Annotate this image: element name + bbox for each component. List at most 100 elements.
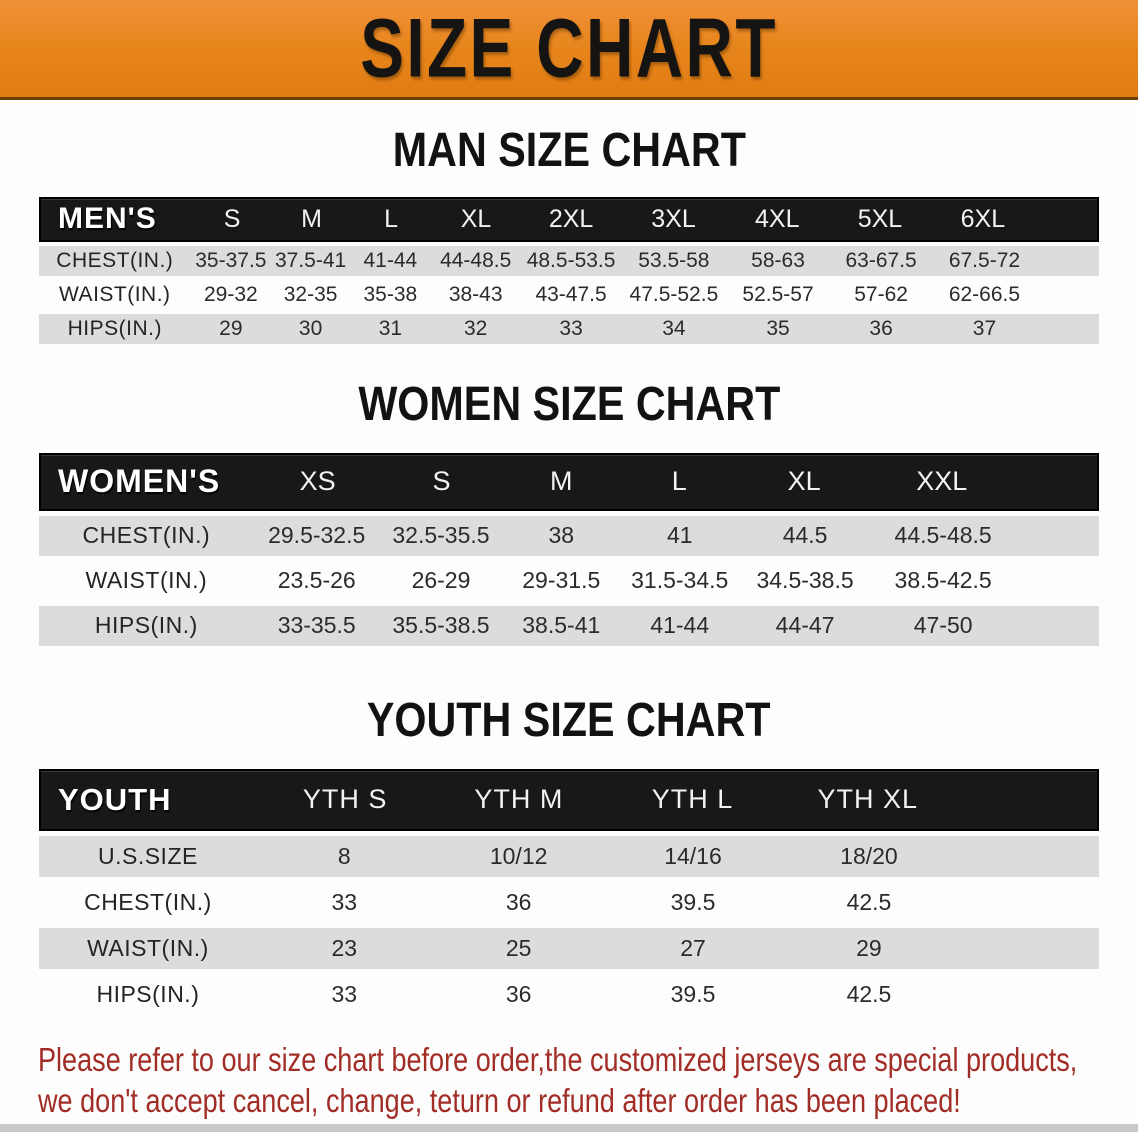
youth-size-title: YOUTH SIZE CHART — [0, 693, 1138, 747]
table-row: HIPS(IN.) 33-35.5 35.5-38.5 38.5-41 41-44 44-… — [39, 605, 1099, 646]
measurement-value: 33-35.5 — [277, 612, 356, 639]
measurement-value: 36 — [505, 980, 532, 1007]
table-row: HIPS(IN.) 33 36 39.5 42.5 — [39, 973, 1099, 1015]
measurement-value: 47-50 — [913, 612, 973, 639]
table-header-label: YOUTH — [58, 781, 172, 817]
row-label: HIPS(IN.) — [94, 612, 198, 639]
measurement-value: 35-38 — [363, 282, 418, 306]
measurement-value: 38.5-41 — [522, 612, 601, 639]
size-column-header: YTH L — [651, 784, 734, 815]
policy-line-2: we don't accept cancel, change, teturn o… — [38, 1082, 961, 1120]
size-column-header: 5XL — [857, 204, 903, 233]
section-title-text: MAN SIZE CHART — [392, 124, 746, 177]
table-header-label: WOMEN'S — [58, 463, 221, 500]
measurement-value: 29-32 — [203, 282, 258, 306]
measurement-value: 32 — [464, 316, 488, 340]
measurement-value: 32-35 — [283, 282, 338, 306]
measurement-value: 30 — [298, 316, 323, 340]
size-column-header: YTH XL — [817, 784, 919, 815]
row-label: HIPS(IN.) — [96, 980, 200, 1007]
size-column-header: XL — [460, 204, 492, 233]
size-chart-banner: SIZE CHART — [0, 0, 1138, 100]
measurement-value: 38.5-42.5 — [894, 567, 992, 594]
measurement-value: 18/20 — [840, 842, 898, 869]
size-column-header: M — [301, 204, 322, 233]
measurement-value: 34.5-38.5 — [756, 567, 854, 594]
size-column-header: 2XL — [548, 204, 594, 233]
measurement-value: 39.5 — [670, 980, 716, 1007]
measurement-value: 38-43 — [448, 282, 503, 306]
table-row: WAIST(IN.) 29-32 32-35 35-38 38-43 43-47.5 47.… — [39, 279, 1099, 310]
row-label: WAIST(IN.) — [85, 567, 208, 594]
charts-area: MAN SIZE CHART MEN'S S M L XL 2XL 3XL 4XL 5XL 6XL… — [0, 124, 1138, 1015]
table-header-row: MEN'S S M L XL 2XL 3XL 4XL 5XL 6XL — [39, 196, 1099, 242]
table-row: WAIST(IN.) 23 25 27 29 — [39, 927, 1099, 969]
man-size-table: MEN'S S M L XL 2XL 3XL 4XL 5XL 6XL CHEST(IN.) 35-37… — [39, 196, 1099, 344]
size-column-header: 6XL — [960, 204, 1006, 233]
measurement-value: 38 — [548, 522, 575, 549]
table-header-label: MEN'S — [58, 202, 157, 236]
man-size-section: MAN SIZE CHART MEN'S S M L XL 2XL 3XL 4XL 5XL 6XL… — [0, 124, 1138, 344]
table-row: HIPS(IN.) 29 30 31 32 33 34 35 36 37 — [39, 313, 1099, 344]
measurement-value: 35 — [766, 316, 790, 340]
measurement-value: 43-47.5 — [535, 282, 607, 306]
measurement-value: 63-67.5 — [845, 248, 917, 272]
women-size-title: WOMEN SIZE CHART — [0, 377, 1138, 431]
measurement-value: 8 — [337, 842, 351, 869]
measurement-value: 29 — [856, 934, 882, 961]
measurement-value: 41-44 — [363, 248, 418, 272]
measurement-value: 29-31.5 — [522, 567, 601, 594]
measurement-value: 35.5-38.5 — [392, 612, 490, 639]
measurement-value: 23 — [331, 934, 358, 961]
measurement-value: 58-63 — [751, 248, 805, 272]
measurement-value: 39.5 — [670, 888, 716, 915]
measurement-value: 44.5 — [782, 522, 828, 549]
women-size-table: WOMEN'S XS S M L XL XXL CHEST(IN.) 29.5-32.5 32.5… — [39, 452, 1099, 646]
bottom-edge-strip — [0, 1124, 1138, 1132]
measurement-value: 53.5-58 — [638, 248, 710, 272]
women-size-section: WOMEN SIZE CHART WOMEN'S XS S M L XL XXL CHEST(… — [0, 377, 1138, 646]
measurement-value: 48.5-53.5 — [526, 248, 616, 272]
measurement-value: 44-48.5 — [440, 248, 512, 272]
table-row: WAIST(IN.) 23.5-26 26-29 29-31.5 31.5-34.5 34… — [39, 560, 1099, 601]
measurement-value: 47.5-52.5 — [629, 282, 719, 306]
measurement-value: 42.5 — [846, 980, 892, 1007]
size-column-header: 3XL — [651, 204, 696, 233]
order-policy-note: Please refer to our size chart before or… — [38, 1039, 1138, 1122]
size-column-header: S — [432, 466, 451, 497]
measurement-value: 57-62 — [854, 282, 908, 306]
measurement-value: 26-29 — [411, 567, 471, 594]
measurement-value: 36 — [505, 888, 532, 915]
size-column-header: L — [384, 204, 398, 233]
section-title-text: WOMEN SIZE CHART — [358, 377, 780, 431]
row-label: CHEST(IN.) — [84, 888, 212, 915]
measurement-value: 27 — [680, 934, 706, 961]
policy-line-1: Please refer to our size chart before or… — [38, 1040, 1078, 1078]
row-label: WAIST(IN.) — [87, 934, 209, 961]
table-row: U.S.SIZE 8 10/12 14/16 18/20 — [39, 835, 1099, 877]
size-column-header: YTH S — [302, 784, 388, 815]
measurement-value: 29.5-32.5 — [268, 522, 366, 549]
measurement-value: 14/16 — [664, 842, 722, 869]
banner-title: SIZE CHART — [360, 1, 778, 95]
measurement-value: 37.5-41 — [274, 248, 347, 272]
size-column-header: YTH M — [474, 784, 564, 815]
measurement-value: 34 — [662, 316, 686, 340]
measurement-value: 44-47 — [775, 612, 835, 639]
row-label: HIPS(IN.) — [67, 316, 162, 340]
size-column-header: 4XL — [755, 204, 800, 233]
table-header-row: WOMEN'S XS S M L XL XXL — [39, 452, 1099, 511]
youth-size-table: YOUTH YTH S YTH M YTH L YTH XL U.S.SIZE 8 10/12… — [39, 768, 1099, 1015]
measurement-value: 44.5-48.5 — [894, 522, 992, 549]
row-label: CHEST(IN.) — [56, 248, 174, 272]
measurement-value: 36 — [869, 316, 893, 340]
table-row: CHEST(IN.) 29.5-32.5 32.5-35.5 38 41 44.5 44.5… — [39, 515, 1099, 556]
size-column-header: XS — [299, 466, 336, 497]
measurement-value: 35-37.5 — [195, 248, 267, 272]
row-label: U.S.SIZE — [97, 842, 198, 869]
measurement-value: 62-66.5 — [948, 282, 1021, 306]
row-label: CHEST(IN.) — [82, 522, 211, 549]
size-column-header: L — [671, 466, 687, 497]
section-title-text: YOUTH SIZE CHART — [367, 693, 771, 747]
